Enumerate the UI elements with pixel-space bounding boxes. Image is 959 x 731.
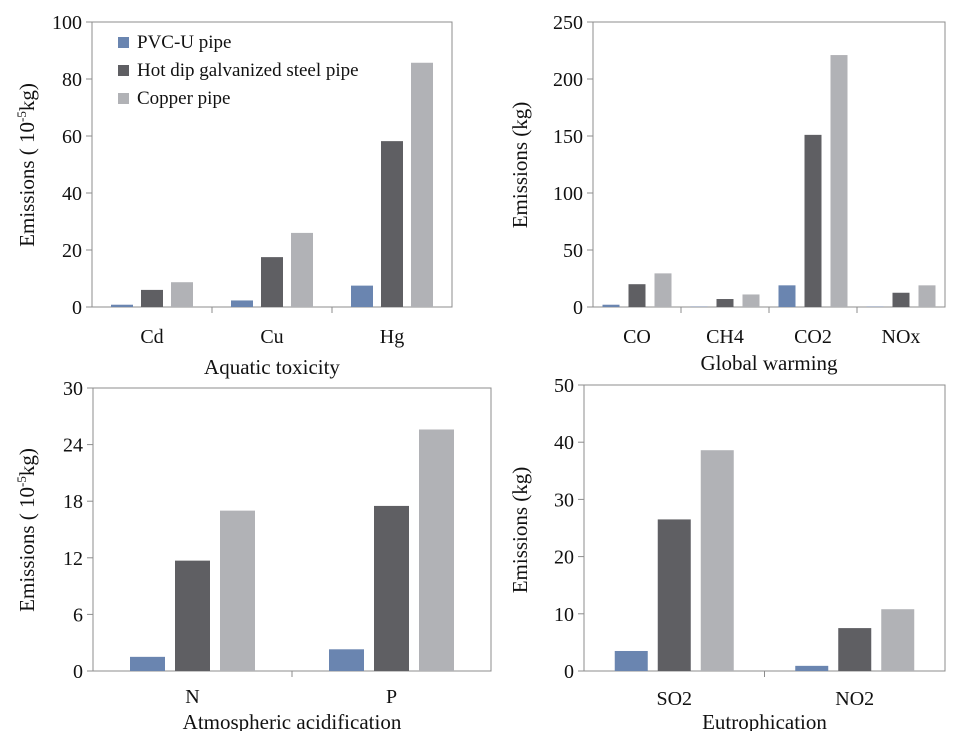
y-tick-label: 10 (554, 604, 574, 626)
bar-pvc-co2 (778, 285, 796, 307)
y-tick-label: 24 (63, 435, 83, 457)
bar-steel-cd (141, 289, 163, 307)
x-axis-title: Aquatic toxicity (204, 355, 340, 379)
x-category-label: CO2 (794, 326, 832, 348)
bar-copper-hg (411, 62, 433, 307)
chart-panel-4: 0 10 20 30 40 50 SO2 NO2 Eutrophication Emissions… (508, 375, 946, 731)
bar-steel-cu (261, 257, 283, 307)
bar-steel-p (374, 505, 409, 671)
legend-label-copper: Copper pipe (137, 88, 230, 109)
y-axis-title: Emissions ( 10-5kg) (14, 83, 39, 247)
x-category-label: SO2 (656, 688, 692, 710)
y-axis-title: Emissions (kg) (508, 467, 532, 594)
bar-steel-ch4 (716, 299, 734, 307)
bar-pvc-co (602, 304, 620, 307)
x-axis-title: Atmospheric acidification (183, 710, 402, 731)
x-category-label: CH4 (706, 326, 744, 348)
bar-pvc-cu (231, 300, 253, 307)
legend-swatch-steel (118, 65, 129, 76)
bar-pvc-so2 (614, 650, 648, 671)
bar-steel-co (628, 284, 646, 307)
bar-steel-co2 (804, 134, 822, 307)
bar-pvc-cd (111, 304, 133, 307)
x-category-label: P (386, 686, 397, 708)
y-tick-label: 0 (73, 661, 83, 683)
y-tick-label: 12 (63, 548, 83, 570)
bar-steel-so2 (657, 519, 691, 671)
bar-copper-cd (171, 282, 193, 307)
chart-panel-2: 0 50 100 150 200 250 CO CH4 CO2 NOx Global warming… (508, 12, 946, 375)
y-tick-label: 6 (73, 604, 83, 626)
legend-label-steel: Hot dip galvanized steel pipe (137, 60, 359, 81)
bar-steel-hg (381, 141, 403, 307)
bar-copper-nox (918, 285, 936, 307)
y-tick-label: 0 (573, 297, 583, 319)
x-category-label: CO (623, 326, 651, 348)
bar-copper-co2 (830, 55, 848, 308)
plot-frame (592, 21, 946, 308)
legend-swatch-pvc (118, 37, 129, 48)
y-tick-label: 20 (554, 547, 574, 569)
y-tick-label: 60 (62, 126, 82, 148)
y-tick-label: 150 (553, 126, 583, 148)
x-category-label: Cd (140, 326, 163, 348)
legend-swatch-copper (118, 93, 129, 104)
bar-pvc-p (329, 649, 364, 671)
x-category-label: Hg (380, 326, 404, 348)
y-tick-label: 250 (553, 12, 583, 34)
y-tick-label: 0 (564, 661, 574, 683)
y-tick-label: 100 (553, 183, 583, 205)
y-tick-label: 30 (63, 378, 83, 400)
bar-copper-n (220, 510, 255, 671)
y-tick-label: 40 (62, 183, 82, 205)
y-tick-label: 30 (554, 489, 574, 511)
y-tick-label: 50 (554, 375, 574, 397)
y-tick-label: 40 (554, 432, 574, 454)
y-tick-label: 0 (72, 297, 82, 319)
y-tick-label: 18 (63, 491, 83, 513)
bar-pvc-no2 (795, 665, 829, 671)
x-axis-title: Eutrophication (702, 710, 827, 731)
x-category-label: NOx (882, 326, 921, 348)
y-tick-label: 80 (62, 69, 82, 91)
legend-label-pvc: PVC-U pipe (137, 32, 231, 53)
bar-copper-p (419, 429, 454, 671)
chart-panel-1: 0 20 40 60 80 100 Cd Cu Hg Aquatic toxicity Emissi… (14, 12, 453, 379)
bar-copper-cu (291, 232, 313, 307)
bar-pvc-hg (351, 285, 373, 307)
bar-copper-co (654, 273, 672, 307)
bar-copper-no2 (881, 609, 915, 671)
bar-copper-so2 (700, 450, 734, 671)
bar-steel-no2 (838, 628, 872, 671)
x-category-label: N (185, 686, 199, 708)
y-axis-title: Emissions (kg) (508, 102, 532, 229)
bar-steel-n (175, 560, 210, 671)
y-tick-label: 50 (563, 240, 583, 262)
legend: PVC-U pipe Hot dip galvanized steel pipe C… (118, 32, 359, 109)
bar-steel-nox (892, 292, 910, 307)
bar-pvc-n (130, 656, 165, 671)
y-tick-label: 100 (52, 12, 82, 34)
y-axis-title: Emissions ( 10-5kg) (14, 448, 39, 612)
y-tick-label: 20 (62, 240, 82, 262)
bar-copper-ch4 (742, 294, 760, 307)
y-tick-label: 200 (553, 69, 583, 91)
x-category-label: Cu (260, 326, 283, 348)
x-category-label: NO2 (835, 688, 874, 710)
x-axis-title: Global warming (700, 351, 838, 375)
